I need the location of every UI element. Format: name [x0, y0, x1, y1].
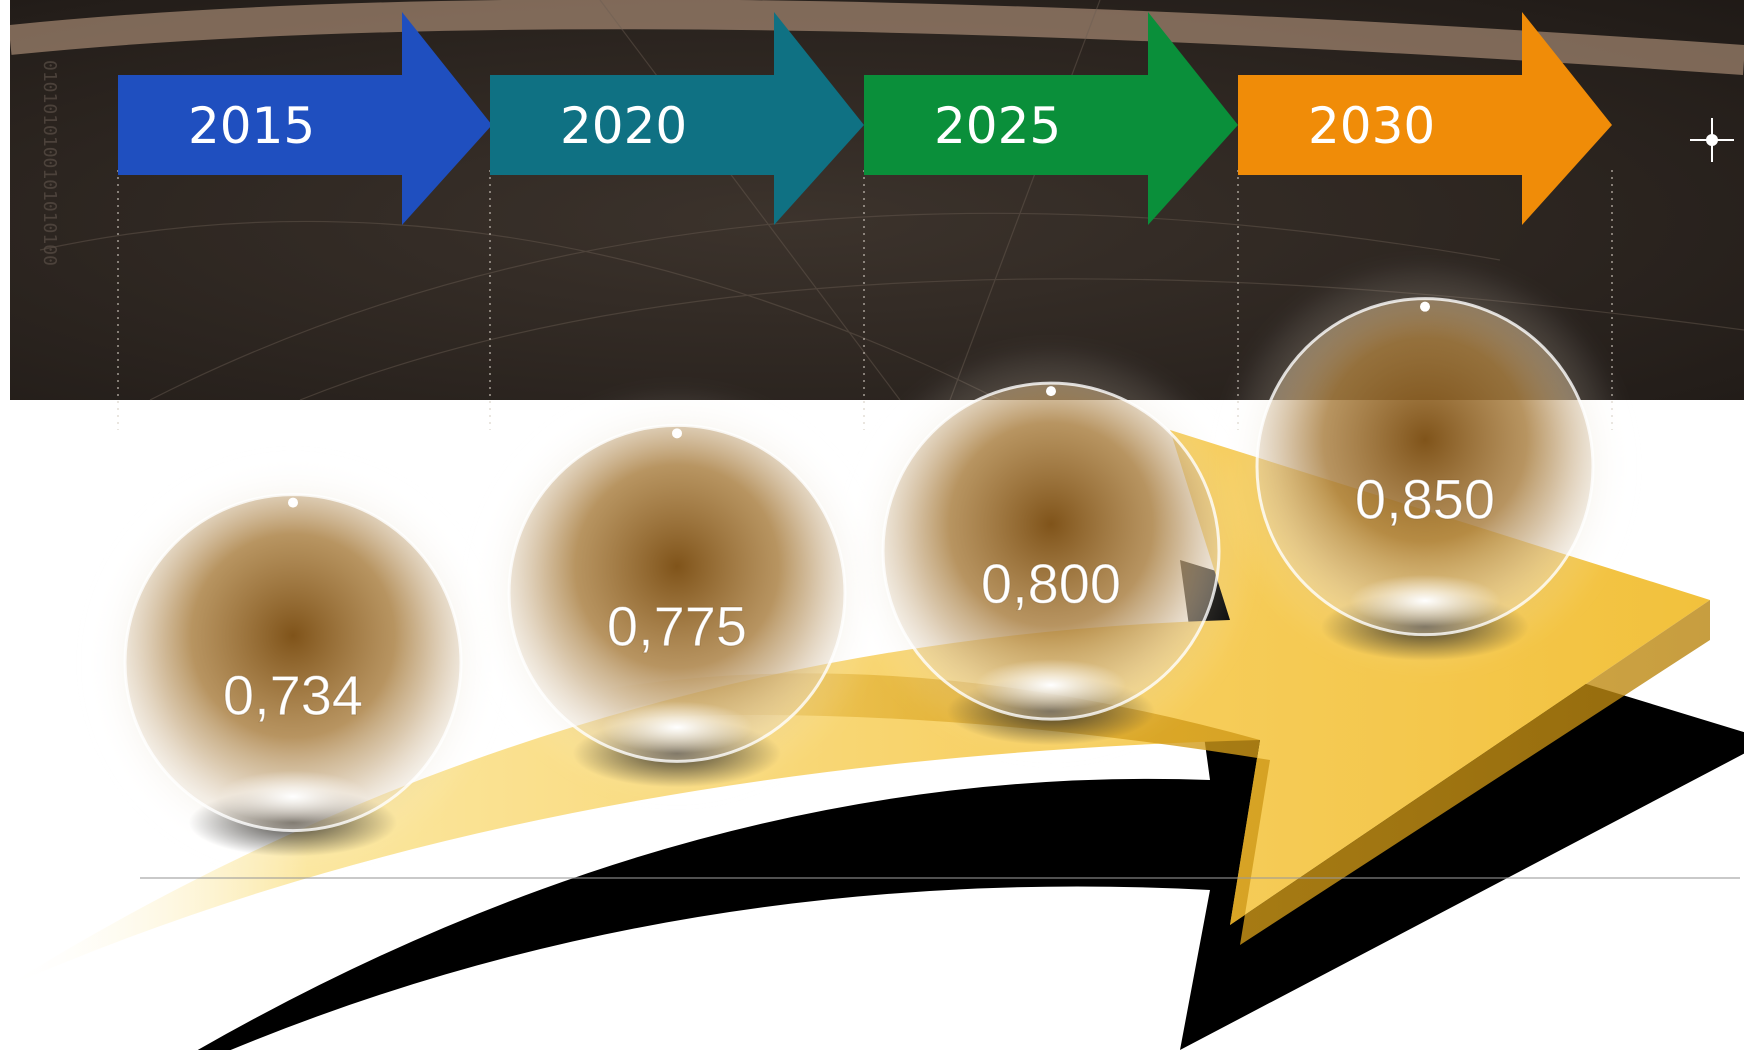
sphere-body — [881, 381, 1221, 721]
big-arrow-edge — [600, 600, 1710, 945]
sphere-body — [507, 423, 847, 763]
sphere-body — [1255, 297, 1595, 637]
year-label-2020: 2020 — [560, 97, 687, 155]
year-arrow-2030 — [1238, 12, 1612, 225]
value-label-2020: 0,775 — [607, 594, 747, 657]
year-label-2030: 2030 — [1308, 97, 1435, 155]
sphere-highlight — [672, 428, 682, 439]
sphere-reflection — [601, 701, 753, 754]
sphere-reflection — [217, 770, 369, 823]
binary-column: 0101010100101010100 — [39, 60, 60, 266]
sphere-highlight — [1420, 301, 1430, 312]
value-label-2015: 0,734 — [223, 664, 363, 727]
value-sphere-2025: 0,800 — [843, 343, 1259, 760]
year-arrows: 2015 2020 2025 2030 — [118, 12, 1612, 225]
year-label-2015: 2015 — [188, 97, 315, 155]
value-label-2030: 0,850 — [1355, 468, 1495, 531]
year-arrow-2015 — [118, 12, 492, 225]
value-label-2025: 0,800 — [981, 552, 1121, 615]
year-label-2025: 2025 — [934, 97, 1061, 155]
year-arrow-2020 — [490, 12, 864, 225]
decorative-arc — [8, 0, 1744, 75]
sphere-highlight — [288, 497, 298, 508]
sphere-reflection — [1349, 574, 1501, 627]
svg-text:0101010100101010100: 0101010100101010100 — [39, 60, 60, 266]
sphere-reflection — [975, 659, 1127, 712]
value-sphere-2030: 0,850 — [1217, 258, 1633, 675]
value-sphere-2020: 0,775 — [469, 385, 885, 802]
star-sparkle — [1690, 118, 1734, 162]
value-sphere-2015: 0,734 — [85, 454, 501, 871]
sphere-highlight — [1046, 386, 1056, 397]
value-spheres: 0,734 0,775 0,800 0,850 — [85, 258, 1633, 871]
guide-lines — [117, 170, 1613, 430]
sphere-body — [123, 493, 463, 833]
year-arrow-2025 — [864, 12, 1238, 225]
